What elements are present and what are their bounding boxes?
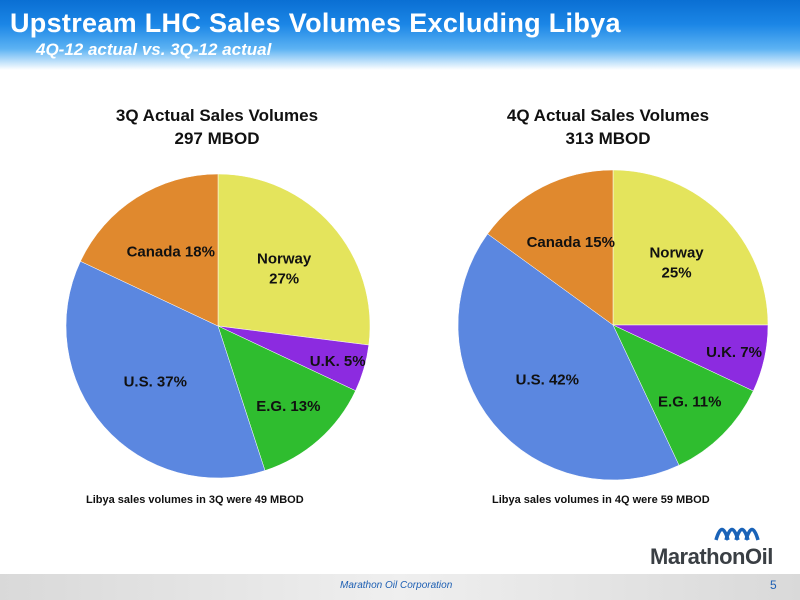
page-title: Upstream LHC Sales Volumes Excluding Lib… [10, 8, 621, 38]
pie-label-uk: U.K. 5% [310, 353, 366, 370]
chart-3q-title-line2: 297 MBOD [174, 129, 260, 148]
pie-slice-us [65, 260, 266, 479]
logo-wordmark: MarathonOil [650, 544, 773, 569]
pie-label-us: U.S. 42% [516, 371, 579, 388]
footer-company: Marathon Oil Corporation [340, 580, 453, 591]
page-subtitle: 4Q-12 actual vs. 3Q-12 actual [36, 40, 272, 59]
pie-slice-us [457, 233, 680, 481]
pie-label-norway: Norway 25% [649, 244, 704, 281]
pie-slice-norway [217, 173, 371, 346]
marathon-waves-icon [714, 527, 760, 541]
footnote-3q: Libya sales volumes in 3Q were 49 MBOD [86, 494, 304, 506]
pie-slice-canada [80, 173, 219, 327]
pie-label-canada: Canada 18% [127, 244, 215, 261]
pie-slice-eg [612, 324, 754, 466]
pie-slice-canada [487, 169, 614, 326]
pie-slice-eg [217, 325, 356, 471]
chart-4q-title-line1: 4Q Actual Sales Volumes [506, 106, 710, 125]
page-number: 5 [770, 578, 777, 592]
pie-label-norway: Norway 27% [257, 251, 312, 288]
footer-bar [0, 574, 800, 600]
chart-4q-title: 4Q Actual Sales Volumes 313 MBOD [458, 104, 758, 150]
pie-chart-4q: Norway 25% U.K. 7% E.G. 11% U.S. 42% Canada 1… [457, 169, 769, 481]
pie-label-canada: Canada 15% [527, 234, 615, 251]
pie-slice-norway [612, 169, 769, 326]
chart-4q-title-line2: 313 MBOD [565, 129, 651, 148]
pie-label-uk: U.K. 7% [706, 344, 762, 361]
pie-chart-3q: Norway 27% U.K. 5% E.G. 13% U.S. 37% Canada 1… [65, 173, 371, 479]
chart-3q-title: 3Q Actual Sales Volumes 297 MBOD [67, 104, 367, 150]
pie-label-eg: E.G. 11% [658, 394, 721, 411]
pie-label-eg: E.G. 13% [256, 398, 320, 415]
header-banner: Upstream LHC Sales Volumes Excluding Lib… [0, 0, 800, 70]
footnote-4q: Libya sales volumes in 4Q were 59 MBOD [492, 494, 710, 506]
chart-3q-title-line1: 3Q Actual Sales Volumes [115, 106, 319, 125]
pie-label-us: U.S. 37% [124, 373, 187, 390]
marathon-oil-logo: MarathonOil [650, 522, 785, 572]
